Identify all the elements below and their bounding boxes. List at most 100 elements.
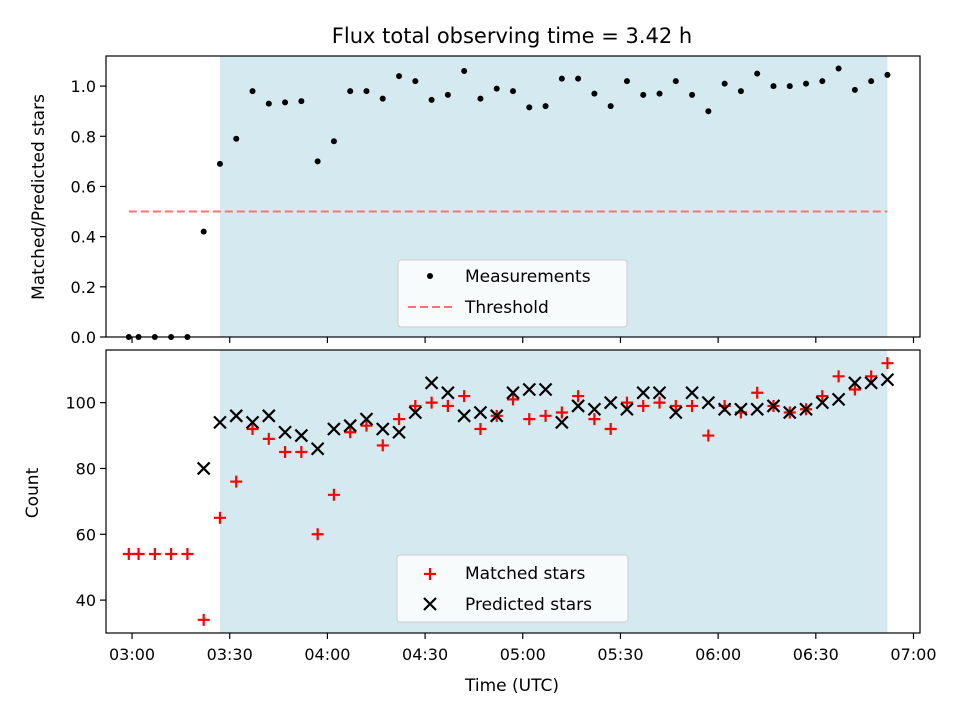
measurements-point <box>721 80 728 87</box>
legend-threshold-label: Threshold <box>464 298 549 318</box>
ratio-y-axis-label: Matched/Predicted stars <box>29 94 49 300</box>
predicted-stars-point <box>701 395 716 410</box>
matched-stars-point <box>132 548 145 561</box>
matched-stars-point <box>653 396 666 409</box>
matched-stars-point <box>327 488 340 501</box>
ratio-legend: Measurements Threshold <box>397 259 628 328</box>
measurements-point <box>200 228 207 235</box>
predicted-stars-point <box>864 376 878 390</box>
matched-stars-point <box>197 613 210 626</box>
count-x-tick-label: 03:30 <box>207 645 253 664</box>
count-x-tick-label: 04:00 <box>304 645 350 664</box>
measurements-point <box>526 104 533 111</box>
matched-stars-point <box>572 390 585 403</box>
matched-stars-point <box>262 432 275 445</box>
count-legend: Matched stars Predicted stars <box>396 554 629 623</box>
matched-stars-point <box>246 422 259 435</box>
predicted-stars-point <box>766 399 781 413</box>
chart-title: Flux total observing time = 3.42 h <box>332 24 692 48</box>
predicted-stars-point <box>538 382 553 397</box>
measurements-point <box>412 78 419 85</box>
matched-stars-point <box>311 528 324 541</box>
measurements-point <box>282 99 289 106</box>
count-x-tick-label: 05:00 <box>500 645 546 664</box>
measurements-point <box>656 90 663 97</box>
ratio-y-tick-label: 0.8 <box>71 127 96 146</box>
predicted-stars-point <box>734 402 748 417</box>
matched-stars-point <box>360 419 373 432</box>
predicted-stars-point <box>489 409 504 423</box>
predicted-stars-point <box>636 386 651 400</box>
ratio-y-tick-label: 0.6 <box>71 177 96 196</box>
matched-stars-point <box>816 390 829 403</box>
matched-stars-point <box>474 422 487 435</box>
predicted-stars-point <box>424 376 439 390</box>
measurements-point <box>770 83 777 90</box>
measurements-point <box>396 73 403 80</box>
legend-predicted-marker <box>423 597 437 611</box>
predicted-stars-point <box>441 386 455 400</box>
predicted-stars-point <box>294 428 309 443</box>
matched-stars-point <box>295 446 308 459</box>
matched-stars-point <box>458 390 471 403</box>
matched-stars-point <box>523 413 536 426</box>
predicted-stars-point <box>848 376 862 390</box>
predicted-stars-point <box>522 382 537 397</box>
predicted-stars-point <box>196 461 211 476</box>
count-y-tick-label: 60 <box>76 525 96 544</box>
predicted-stars-point <box>310 441 325 456</box>
count-axes-frame <box>105 349 921 634</box>
predicted-stars-point <box>880 372 895 387</box>
predicted-stars-point <box>473 405 488 420</box>
predicted-stars-point <box>685 386 699 400</box>
matched-stars-point <box>409 399 422 412</box>
measurements-point <box>461 68 468 75</box>
predicted-stars-point <box>506 386 520 400</box>
measurements-point <box>314 158 321 165</box>
measurements-point <box>705 108 712 115</box>
matched-stars-point <box>832 370 845 383</box>
matched-stars-point <box>441 399 454 412</box>
predicted-stars-point <box>782 405 797 420</box>
predicted-stars-point <box>799 402 813 417</box>
matched-stars-point <box>669 399 682 412</box>
predicted-stars-point <box>229 409 244 423</box>
predicted-stars-point <box>603 395 618 410</box>
measurements-point <box>493 85 500 92</box>
measurements-point <box>477 95 484 102</box>
measurements-point <box>330 138 337 145</box>
measurements-point <box>835 65 842 72</box>
ratio-axes-frame <box>105 55 921 338</box>
matched-stars-point <box>588 413 601 426</box>
count-panel: 03:00 03:30 04:00 04:30 05:00 05:30 06:00 06:30… <box>23 349 937 696</box>
ratio-panel: 0.0 0.2 0.4 0.6 0.8 1.0 Matched/Predicted sta… <box>29 55 921 347</box>
count-y-tick-label: 40 <box>76 591 96 610</box>
predicted-stars-point <box>750 402 764 417</box>
predicted-stars-point <box>717 402 732 417</box>
measurements-point <box>575 75 582 82</box>
measurements-point <box>640 91 647 98</box>
measurements-point <box>623 78 630 85</box>
predicted-stars-point <box>587 402 602 417</box>
measurements-point <box>347 88 354 95</box>
predicted-stars-point <box>408 405 423 420</box>
matched-stars-point <box>686 399 699 412</box>
count-x-tick-label: 05:30 <box>597 645 643 664</box>
count-y-axis-label: Count <box>23 467 43 518</box>
measurements-point <box>819 78 826 85</box>
measurements-point <box>428 96 435 103</box>
measurements-point <box>216 160 223 167</box>
matched-stars-point <box>637 399 650 412</box>
predicted-stars-point <box>327 422 341 436</box>
predicted-stars-point <box>278 425 292 440</box>
matched-stars-point <box>344 426 357 439</box>
matched-stars-point <box>148 548 161 561</box>
matched-stars-point <box>213 511 226 524</box>
measurements-point <box>672 78 679 85</box>
measurements-point <box>803 80 810 87</box>
matched-stars-point <box>507 393 519 406</box>
predicted-stars-point <box>359 412 374 426</box>
measurements-point <box>851 86 858 93</box>
predicted-stars-point <box>457 409 471 423</box>
ratio-legend-box <box>397 259 628 328</box>
